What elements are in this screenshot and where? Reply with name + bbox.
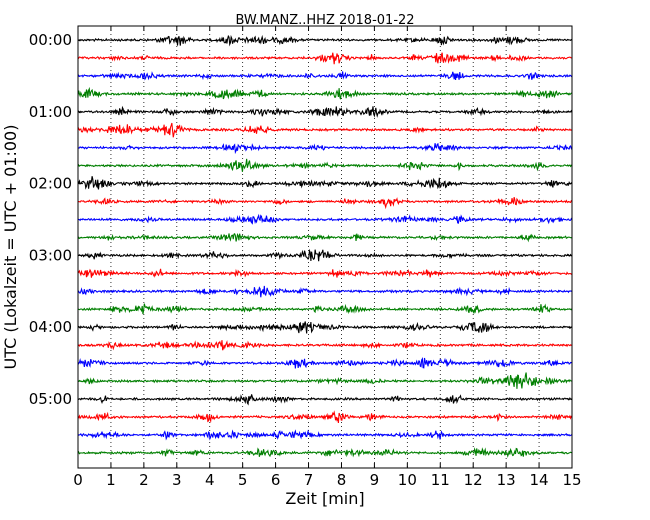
y-axis-ticks: 00:00 01:00 02:00 03:00 04:00 05:00 xyxy=(29,31,572,408)
seismogram-trace xyxy=(77,447,573,458)
plot-frame xyxy=(77,25,573,469)
x-tick-label: 11 xyxy=(431,471,450,489)
x-tick-label: 14 xyxy=(530,471,549,489)
seismogram-trace xyxy=(77,268,573,278)
seismogram-trace xyxy=(77,232,573,243)
y-tick-label: 04:00 xyxy=(29,318,72,336)
seismogram-trace xyxy=(77,122,573,138)
x-tick-label: 2 xyxy=(139,471,149,489)
seismogram-traces xyxy=(77,34,573,458)
y-axis-label: UTC (Lokalzeit = UTC + 01:00) xyxy=(1,125,20,370)
seismogram-trace xyxy=(77,142,573,155)
y-tick-label: 02:00 xyxy=(29,175,72,193)
seismogram-trace xyxy=(77,248,573,262)
seismogram-trace xyxy=(77,71,573,81)
y-tick-label: 05:00 xyxy=(29,390,72,408)
seismogram-trace xyxy=(77,213,573,225)
seismogram-trace xyxy=(77,158,573,172)
x-tick-label: 7 xyxy=(304,471,314,489)
x-tick-label: 1 xyxy=(106,471,116,489)
seismogram-trace xyxy=(77,86,573,100)
seismogram-trace xyxy=(77,321,573,334)
seismogram-trace xyxy=(77,429,573,441)
x-axis-ticks: 0 1 2 3 4 5 6 7 8 9 10 11 12 13 14 15 xyxy=(73,26,582,489)
x-axis-label: Zeit [min] xyxy=(285,489,364,508)
x-tick-label: 6 xyxy=(271,471,281,489)
chart-title: BW.MANZ..HHZ 2018-01-22 xyxy=(235,13,414,28)
seismogram-trace xyxy=(77,176,573,190)
seismogram-trace xyxy=(77,356,573,369)
seismogram-trace xyxy=(77,34,573,47)
x-tick-label: 0 xyxy=(73,471,83,489)
x-tick-label: 8 xyxy=(337,471,347,489)
x-tick-label: 15 xyxy=(562,471,581,489)
x-tick-label: 4 xyxy=(205,471,215,489)
seismogram-trace xyxy=(77,105,573,118)
y-tick-label: 00:00 xyxy=(29,31,72,49)
seismogram-trace xyxy=(77,197,573,210)
x-tick-label: 5 xyxy=(238,471,248,489)
seismogram-trace xyxy=(77,303,573,315)
seismogram-trace xyxy=(77,52,573,65)
seismogram-trace xyxy=(77,410,573,424)
seismogram-trace xyxy=(77,394,573,406)
y-tick-label: 03:00 xyxy=(29,246,72,264)
seismogram-trace xyxy=(77,340,573,351)
y-tick-label: 01:00 xyxy=(29,103,72,121)
grid-lines xyxy=(110,26,540,468)
x-tick-label: 13 xyxy=(497,471,516,489)
x-tick-label: 10 xyxy=(398,471,417,489)
x-tick-label: 12 xyxy=(464,471,483,489)
seismogram-trace xyxy=(77,372,573,389)
x-tick-label: 9 xyxy=(370,471,380,489)
x-tick-label: 3 xyxy=(172,471,182,489)
seismogram-trace xyxy=(77,285,573,298)
